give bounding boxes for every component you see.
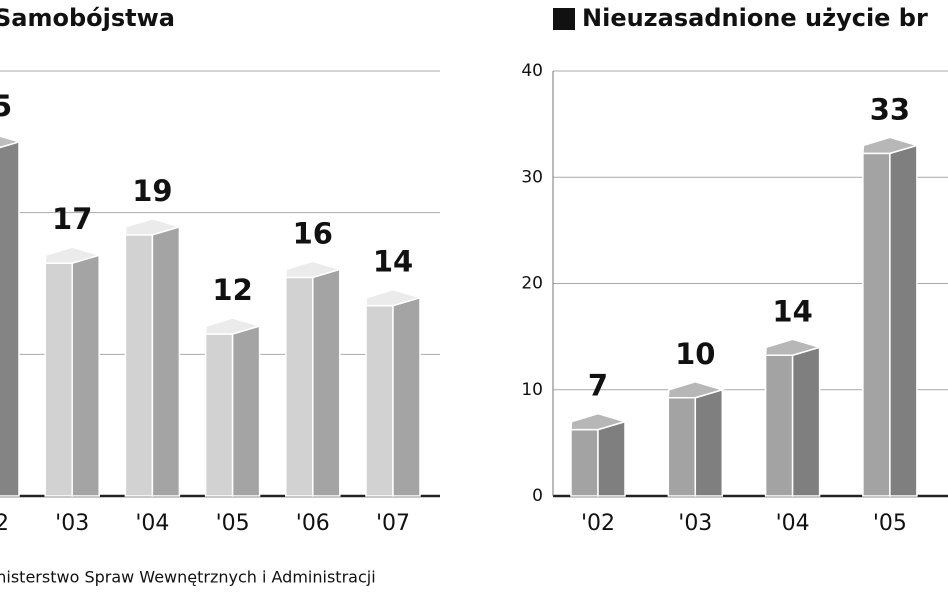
bar-side (151, 225, 181, 497)
bar-top (764, 338, 823, 356)
bar-side (231, 324, 261, 497)
y-tick-label: 0 (532, 486, 543, 506)
y-tick-label: 10 (521, 380, 543, 400)
value-label: 25 (0, 89, 12, 123)
bar-front (862, 152, 891, 497)
bar (284, 260, 343, 497)
x-tick-label: '05 (216, 511, 250, 536)
bar-side (791, 346, 821, 497)
x-tick-label: '04 (776, 511, 810, 536)
value-label: 14 (772, 294, 812, 328)
bar (667, 380, 725, 497)
bar-front (570, 428, 599, 497)
bar-front (365, 304, 394, 497)
bar-side (0, 140, 20, 497)
x-tick-label: '04 (135, 511, 169, 536)
value-label: 17 (52, 202, 92, 236)
bar-top (284, 260, 343, 279)
bar (862, 136, 920, 497)
x-tick-label: '06 (296, 511, 330, 536)
bar-front (44, 262, 73, 497)
bar-side (71, 254, 100, 497)
bar-front (124, 234, 154, 497)
bar-side (392, 296, 421, 497)
bar-side (312, 268, 341, 497)
bar-top (204, 317, 263, 335)
x-tick-label: '02 (0, 511, 9, 536)
chart-title: Samobójstwa (0, 4, 175, 32)
value-label: 7 (588, 369, 608, 403)
value-label: 19 (132, 174, 172, 208)
bar-front (285, 276, 314, 497)
source: Ministerstwo Spraw Wewnętrznych i Admini… (0, 568, 376, 587)
legend-swatch (553, 8, 575, 30)
bar-top (124, 218, 183, 236)
bar (764, 338, 823, 497)
bar-top (862, 136, 920, 155)
chart-title: Nieuzasadnione użycie br (582, 4, 928, 32)
value-label: 10 (675, 337, 715, 371)
bar-front (204, 333, 234, 497)
bar-top (0, 135, 22, 149)
bar-side (889, 144, 918, 497)
bar-side (694, 388, 724, 497)
bar-top (365, 288, 423, 307)
x-tick-label: '02 (581, 511, 615, 536)
y-tick-label: 20 (521, 274, 543, 294)
bar-top (667, 380, 725, 399)
bar (204, 317, 263, 497)
bar-top (570, 412, 628, 431)
bar (365, 288, 423, 497)
value-label: 16 (293, 216, 333, 250)
x-tick-label: '03 (55, 511, 89, 536)
bar (0, 135, 22, 497)
value-label: 33 (870, 92, 910, 126)
value-label: 14 (373, 245, 413, 279)
bar-front (667, 397, 697, 497)
bar (124, 218, 183, 497)
bar-top (44, 246, 102, 264)
x-tick-label: '03 (678, 511, 712, 536)
bar-front (764, 354, 794, 497)
x-tick-label: '05 (873, 511, 907, 536)
y-tick-label: 40 (521, 61, 543, 81)
value-label: 12 (212, 273, 252, 307)
bar-side (597, 420, 626, 497)
bar (44, 246, 102, 497)
x-tick-label: '07 (376, 511, 410, 536)
y-tick-label: 30 (521, 167, 543, 187)
bar (570, 412, 628, 497)
